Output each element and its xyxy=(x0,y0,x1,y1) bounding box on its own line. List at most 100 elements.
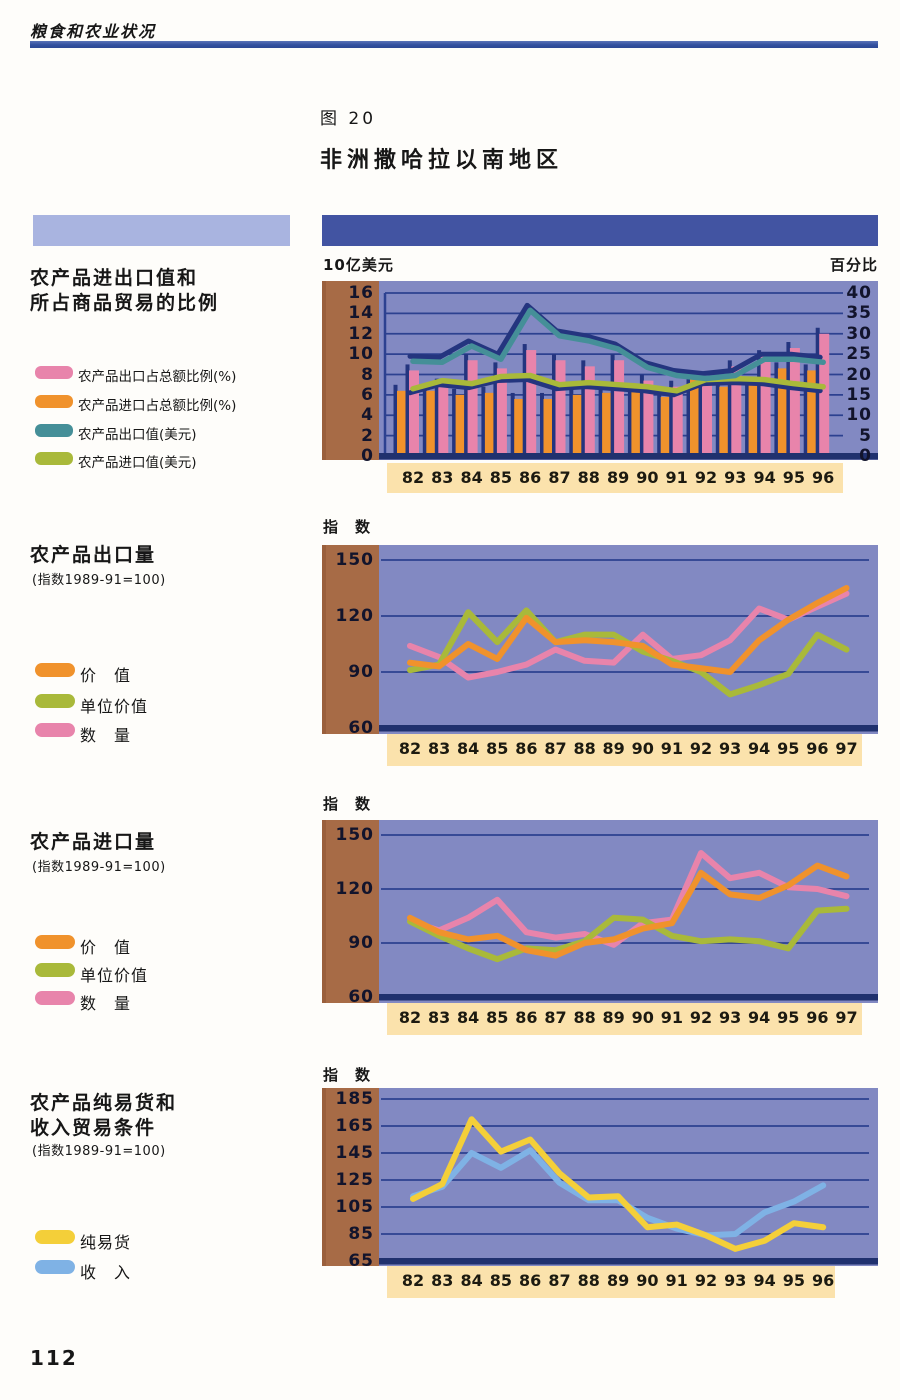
y-axis-panel xyxy=(322,281,379,460)
import-value-swatch xyxy=(35,452,73,465)
right-y-tick-label: 35 xyxy=(846,303,872,324)
y-tick-label: 12 xyxy=(348,323,374,344)
x-tick-label: 96 xyxy=(812,468,835,487)
plot-area xyxy=(379,545,878,734)
x-tick-label: 92 xyxy=(694,468,718,487)
right-axis-unit-label: 百分比 xyxy=(829,256,878,274)
section-title-line: 所占商品贸易的比例 xyxy=(30,292,220,314)
y-tick-label: 60 xyxy=(348,987,374,1007)
section-title-line: 收入贸易条件 xyxy=(30,1117,157,1139)
quantity-swatch xyxy=(35,991,75,1005)
x-tick-label: 87 xyxy=(544,739,567,758)
right-y-tick-label: 40 xyxy=(846,283,872,303)
x-tick-label: 91 xyxy=(660,739,684,758)
y-tick-label: 185 xyxy=(335,1089,374,1109)
x-tick-label: 94 xyxy=(753,1271,776,1290)
y-tick-label: 65 xyxy=(348,1251,374,1271)
y-tick-label: 4 xyxy=(361,405,374,426)
right-y-tick-label: 30 xyxy=(846,323,872,344)
x-axis-band: 82 83 84 85 86 87 88 89 90 91 92 93 94 95 96 xyxy=(387,1266,835,1298)
x-tick-label: 91 xyxy=(660,1008,684,1027)
y-tick-label: 150 xyxy=(335,825,374,845)
value-swatch xyxy=(35,663,75,677)
x-tick-label: 86 xyxy=(519,1271,542,1290)
right-y-tick-label: 15 xyxy=(846,384,872,405)
x-tick-label: 89 xyxy=(602,739,625,758)
x-tick-label: 84 xyxy=(460,468,483,487)
x-tick-label: 96 xyxy=(812,1271,835,1290)
x-tick-label: 94 xyxy=(753,468,776,487)
chart-canvas xyxy=(379,834,878,1001)
right-y-tick-label: 0 xyxy=(859,446,872,466)
section-title-terms-of-trade: 农产品纯易货和 收入贸易条件 xyxy=(30,1091,315,1141)
chart-canvas xyxy=(379,292,878,460)
x-tick-label: 92 xyxy=(689,1008,713,1027)
legend-label: 数 量 xyxy=(80,994,132,1013)
left-column-header-bar xyxy=(33,215,290,246)
y-axis-panel xyxy=(322,820,379,1003)
y-tick-label: 10 xyxy=(348,344,374,365)
x-tick-label: 90 xyxy=(631,1008,654,1027)
chart-export-volume: 150 120 90 60 82 83 84 85 86 87 88 89 90 91 92 93 94 95 96… xyxy=(322,545,878,766)
y-axis-panel xyxy=(322,545,379,734)
y-tick-label: 60 xyxy=(348,718,374,738)
y-tick-label: 6 xyxy=(361,384,374,405)
y-tick-label: 120 xyxy=(335,879,374,899)
chart-terms-of-trade: 185 165 145 125 105 85 65 82 83 84 85 86 87 88 89 90 91 9… xyxy=(322,1088,878,1298)
section-title-trade-values: 农产品进出口值和 所占商品贸易的比例 xyxy=(30,266,315,316)
x-tick-label: 97 xyxy=(835,1008,858,1027)
plot-area xyxy=(379,281,878,460)
x-tick-label: 82 xyxy=(398,1008,422,1027)
x-tick-label: 85 xyxy=(489,1271,513,1290)
x-tick-label: 93 xyxy=(724,468,747,487)
x-tick-label: 88 xyxy=(573,1008,596,1027)
x-tick-label: 91 xyxy=(665,468,688,487)
x-tick-label: 94 xyxy=(748,739,771,758)
right-y-tick-label: 25 xyxy=(846,344,872,365)
x-axis-band: 82 83 84 85 86 87 88 89 90 91 92 93 94 95 96 97 xyxy=(387,1003,862,1035)
x-tick-label: 92 xyxy=(689,739,713,758)
legend-label: 价 值 xyxy=(80,666,132,685)
export-value-swatch xyxy=(35,424,73,437)
x-tick-label: 88 xyxy=(577,1271,600,1290)
export-share-swatch xyxy=(35,366,73,379)
x-tick-label: 86 xyxy=(519,468,542,487)
plot-area xyxy=(379,820,878,1003)
x-tick-label: 93 xyxy=(718,1008,742,1027)
x-tick-label: 86 xyxy=(515,1008,538,1027)
x-tick-label: 87 xyxy=(544,1008,567,1027)
x-tick-label: 83 xyxy=(431,468,454,487)
x-tick-label: 85 xyxy=(489,468,513,487)
x-tick-label: 85 xyxy=(486,739,509,758)
x-tick-label: 85 xyxy=(486,1008,509,1027)
x-tick-label: 83 xyxy=(427,739,451,758)
x-tick-label: 86 xyxy=(515,739,538,758)
x-tick-label: 89 xyxy=(606,1271,630,1290)
y-tick-label: 120 xyxy=(335,606,374,626)
x-tick-label: 82 xyxy=(401,468,425,487)
x-axis-band: 82 83 84 85 86 87 88 89 90 91 92 93 94 95 96 97 xyxy=(387,734,862,766)
figure-number: 图 20 xyxy=(320,109,377,129)
value-swatch xyxy=(35,935,75,949)
x-tick-label: 82 xyxy=(401,1271,425,1290)
section-subtitle: (指数1989-91=100) xyxy=(32,860,166,875)
y-tick-label: 85 xyxy=(348,1224,374,1244)
x-tick-label: 88 xyxy=(577,468,600,487)
legend-label: 数 量 xyxy=(80,726,132,745)
y-tick-label: 16 xyxy=(348,283,374,303)
y-tick-label: 8 xyxy=(361,364,374,385)
x-tick-label: 92 xyxy=(694,1271,718,1290)
index-axis-label: 指 数 xyxy=(323,518,372,536)
legend-label: 纯易货 xyxy=(80,1233,132,1252)
x-tick-label: 83 xyxy=(427,1008,451,1027)
section-title-line: 农产品进出口值和 xyxy=(30,267,199,289)
x-tick-label: 97 xyxy=(835,739,858,758)
net-barter-swatch xyxy=(35,1230,75,1244)
y-tick-label: 125 xyxy=(335,1170,374,1190)
legend-label: 收 入 xyxy=(80,1263,132,1282)
import-share-swatch xyxy=(35,395,73,408)
x-tick-label: 95 xyxy=(782,1271,806,1290)
x-tick-label: 95 xyxy=(782,468,806,487)
section-subtitle: (指数1989-91=100) xyxy=(32,1144,166,1159)
